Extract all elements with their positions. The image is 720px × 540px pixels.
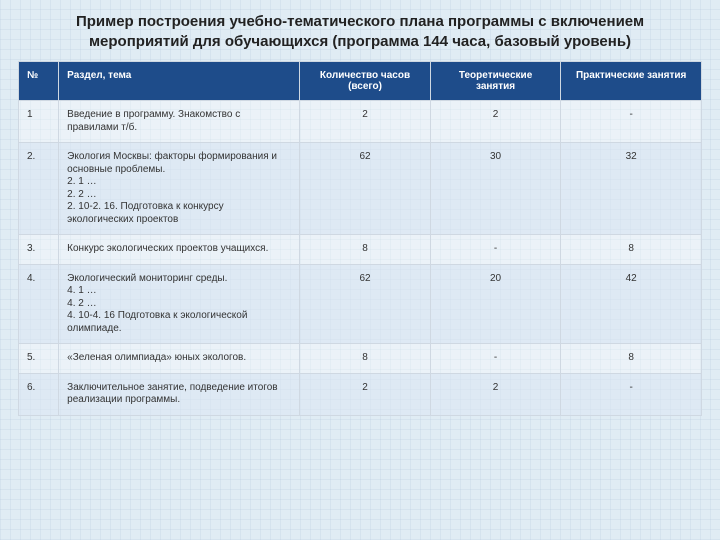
cell-num: 3. [19, 235, 59, 265]
curriculum-table: № Раздел, тема Количество часов (всего) … [18, 61, 702, 416]
cell-hours: 8 [300, 344, 431, 374]
cell-num: 4. [19, 264, 59, 344]
cell-topic: Экологический мониторинг среды. 4. 1 … 4… [59, 264, 300, 344]
table-row: 2. Экология Москвы: факторы формирования… [19, 143, 702, 235]
cell-num: 1 [19, 101, 59, 143]
cell-hours: 62 [300, 264, 431, 344]
col-header-hours: Количество часов (всего) [300, 62, 431, 101]
col-header-practice: Практические занятия [561, 62, 702, 101]
table-row: 6. Заключительное занятие, подведение ит… [19, 373, 702, 415]
cell-theory: 20 [430, 264, 561, 344]
col-header-topic: Раздел, тема [59, 62, 300, 101]
cell-topic: Введение в программу. Знакомство с прави… [59, 101, 300, 143]
cell-practice: - [561, 373, 702, 415]
cell-topic: Конкурс экологических проектов учащихся. [59, 235, 300, 265]
cell-hours: 8 [300, 235, 431, 265]
cell-topic: «Зеленая олимпиада» юных экологов. [59, 344, 300, 374]
table-row: 5. «Зеленая олимпиада» юных экологов. 8 … [19, 344, 702, 374]
cell-num: 6. [19, 373, 59, 415]
table-row: 3. Конкурс экологических проектов учащих… [19, 235, 702, 265]
cell-theory: 2 [430, 373, 561, 415]
cell-theory: 30 [430, 143, 561, 235]
cell-practice: 8 [561, 344, 702, 374]
cell-num: 2. [19, 143, 59, 235]
cell-hours: 2 [300, 101, 431, 143]
cell-theory: - [430, 344, 561, 374]
page-title: Пример построения учебно-тематического п… [18, 12, 702, 61]
cell-hours: 2 [300, 373, 431, 415]
cell-theory: - [430, 235, 561, 265]
cell-topic: Заключительное занятие, подведение итого… [59, 373, 300, 415]
cell-num: 5. [19, 344, 59, 374]
cell-theory: 2 [430, 101, 561, 143]
cell-topic: Экология Москвы: факторы формирования и … [59, 143, 300, 235]
cell-practice: 32 [561, 143, 702, 235]
cell-practice: - [561, 101, 702, 143]
table-row: 1 Введение в программу. Знакомство с пра… [19, 101, 702, 143]
table-row: 4. Экологический мониторинг среды. 4. 1 … [19, 264, 702, 344]
cell-practice: 42 [561, 264, 702, 344]
col-header-num: № [19, 62, 59, 101]
col-header-theory: Теоретические занятия [430, 62, 561, 101]
cell-practice: 8 [561, 235, 702, 265]
cell-hours: 62 [300, 143, 431, 235]
